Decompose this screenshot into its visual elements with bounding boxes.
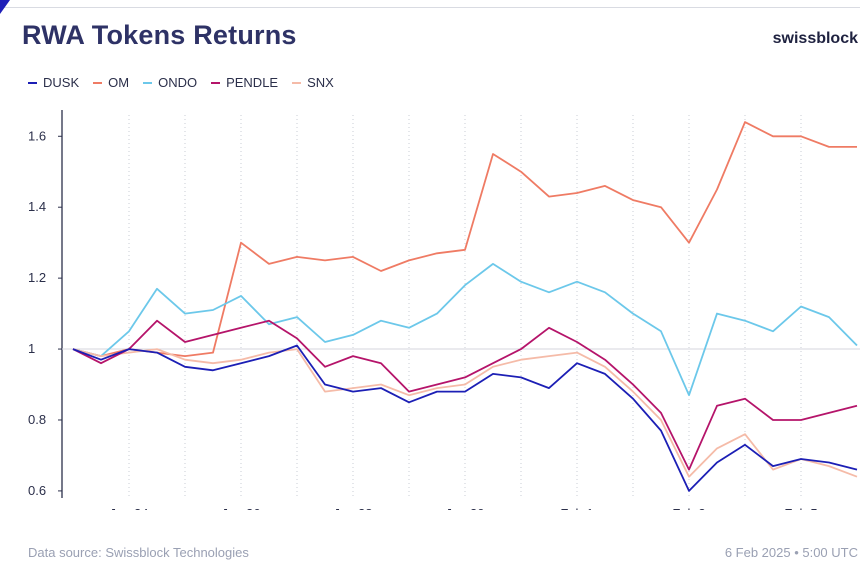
series-line-ondo — [72, 262, 858, 397]
legend-item-pendle: PENDLE — [211, 75, 278, 90]
legend-swatch — [28, 81, 37, 84]
y-tick-label: 0.6 — [28, 483, 46, 498]
series-line-pendle — [72, 319, 858, 471]
x-tick-label: Feb 1 — [560, 506, 593, 510]
legend-label: OM — [108, 75, 130, 90]
legend-swatch — [211, 81, 221, 84]
x-tick-label: Jan 24 — [109, 506, 148, 510]
y-tick-label: 0.8 — [28, 412, 46, 427]
legend-label: PENDLE — [226, 75, 279, 90]
series-line-dusk — [72, 344, 858, 492]
timestamp-note: 6 Feb 2025 • 5:00 UTC — [724, 545, 858, 560]
legend-label: ONDO — [158, 75, 198, 90]
legend-swatch — [143, 81, 153, 84]
legend-swatch — [292, 81, 302, 84]
brand-corner-mark — [0, 0, 10, 14]
x-tick-label: Jan 26 — [221, 506, 260, 510]
x-tick-label: Feb 5 — [784, 506, 817, 510]
legend-swatch — [93, 81, 103, 84]
y-tick-label: 1.4 — [28, 199, 46, 214]
top-divider — [0, 7, 860, 8]
series-line-om — [72, 121, 857, 358]
y-tick-label: 1 — [28, 341, 35, 356]
legend-label: DUSK — [43, 75, 80, 90]
legend-item-ondo: ONDO — [143, 75, 197, 90]
data-source-note: Data source: Swissblock Technologies — [28, 545, 249, 560]
y-tick-label: 1.6 — [28, 128, 46, 143]
chart-legend: DUSK OM ONDO PENDLE SNX — [28, 75, 334, 90]
legend-item-om: OM — [93, 75, 129, 90]
y-tick-label: 1.2 — [28, 270, 46, 285]
chart-title: RWA Tokens Returns — [22, 20, 297, 50]
series-line-snx — [72, 348, 858, 478]
x-tick-label: Jan 28 — [333, 506, 372, 510]
x-tick-label: Feb 3 — [672, 506, 705, 510]
x-tick-label: Jan 30 — [445, 506, 484, 510]
line-chart: 0.6 0.8 1 1.2 1.4 1.6 Jan 24 Jan 26 Jan 28 Jan 30… — [28, 110, 860, 510]
legend-label: SNX — [307, 75, 334, 90]
legend-item-dusk: DUSK — [28, 75, 79, 90]
legend-item-snx: SNX — [292, 75, 334, 90]
brand-logo: swissblock — [772, 30, 858, 47]
